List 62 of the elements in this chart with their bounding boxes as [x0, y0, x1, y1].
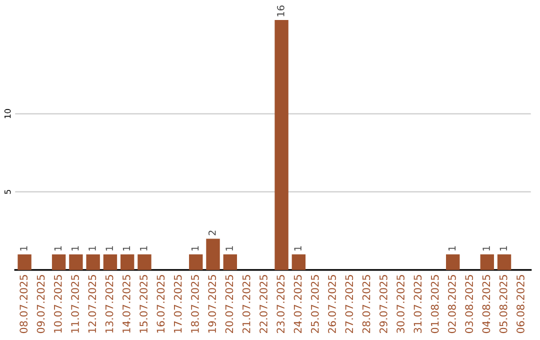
bar	[292, 254, 306, 270]
bar	[446, 254, 460, 270]
data-label: 1	[482, 246, 490, 250]
x-tick-label: 26.07.2025	[328, 275, 336, 334]
data-label: 16	[277, 6, 284, 16]
data-label: 1	[88, 246, 96, 250]
x-tick-label: 01.08.2025	[430, 275, 439, 334]
data-label: 1	[500, 246, 507, 250]
x-tick-label: 09.07.2025	[36, 275, 45, 334]
x-tick-label: 11.07.2025	[71, 275, 79, 333]
x-tick-label: 12.07.2025	[88, 275, 96, 333]
x-tick-label: 28.07.2025	[362, 275, 370, 334]
x-tick-label: 10.07.2025	[54, 275, 62, 333]
x-tick-label: 23.07.2025	[276, 275, 285, 334]
x-tick-label: 19.07.2025	[208, 275, 216, 333]
x-tick-label: 13.07.2025	[105, 275, 114, 333]
bar	[497, 254, 512, 270]
data-label: 1	[72, 246, 79, 250]
x-tick-label: 05.08.2025	[499, 275, 508, 334]
bar	[274, 20, 288, 270]
data-label: 1	[448, 246, 456, 250]
data-label: 1	[191, 246, 199, 250]
bar	[138, 254, 152, 270]
data-label: 1	[54, 246, 62, 250]
x-tick-label: 31.07.2025	[414, 275, 422, 333]
x-tick-label: 20.07.2025	[225, 275, 234, 334]
x-tick-label: 30.07.2025	[396, 275, 404, 333]
x-tick-label: 16.07.2025	[156, 275, 165, 333]
data-label: 1	[140, 246, 148, 250]
x-tick-label: 17.07.2025	[174, 275, 182, 333]
x-tick-label: 08.07.2025	[20, 275, 28, 334]
bar	[52, 254, 66, 270]
y-tick-label: 10	[4, 109, 11, 118]
x-tick-label: 27.07.2025	[345, 275, 354, 334]
bar	[69, 254, 83, 270]
bar	[103, 254, 118, 270]
bar	[18, 254, 32, 270]
x-tick-label: 03.08.2025	[465, 275, 474, 334]
x-tick-label: 25.07.2025	[310, 275, 319, 334]
bar	[86, 254, 100, 270]
bar	[189, 254, 203, 270]
data-label: 1	[122, 246, 130, 250]
x-tick-label: 14.07.2025	[122, 275, 130, 333]
data-label: 1	[106, 246, 113, 250]
x-tick-label: 22.07.2025	[260, 275, 268, 334]
x-tick-label: 04.08.2025	[482, 275, 490, 334]
data-label: 1	[294, 246, 302, 250]
data-label: 1	[226, 246, 233, 250]
bar	[480, 254, 494, 270]
x-tick-label: 18.07.2025	[191, 275, 199, 333]
x-tick-label: 15.07.2025	[140, 275, 148, 333]
x-tick-label: 21.07.2025	[242, 275, 250, 334]
x-tick-label: 02.08.2025	[448, 275, 456, 334]
x-tick-label: 29.07.2025	[379, 275, 388, 334]
bar	[206, 238, 220, 270]
x-tick-label: 24.07.2025	[294, 275, 302, 334]
data-label: 1	[20, 246, 28, 250]
data-label: 2	[208, 230, 216, 236]
bar	[120, 254, 134, 270]
bar	[223, 254, 237, 270]
x-tick-label: 06.08.2025	[516, 275, 524, 334]
y-tick-label: 5	[4, 190, 11, 194]
